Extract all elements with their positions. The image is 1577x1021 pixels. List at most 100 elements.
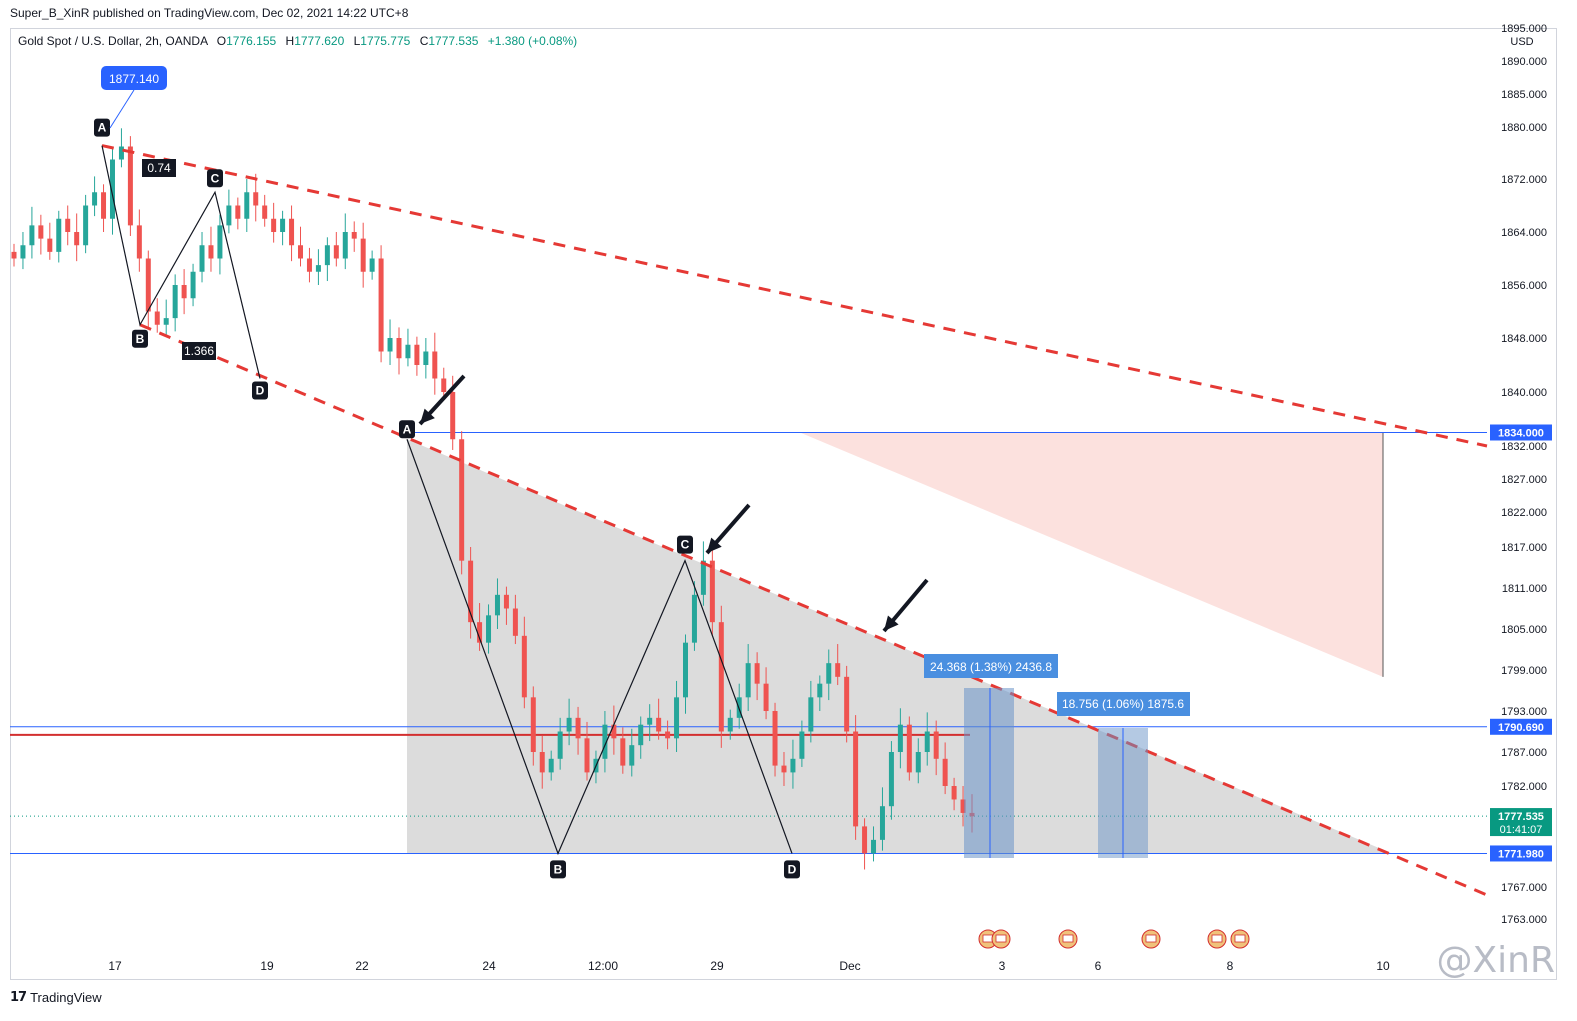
pattern1-point-b-bg [132, 329, 148, 348]
candle-body [808, 697, 814, 732]
candle-body [629, 745, 635, 766]
measure-label: 18.756 (1.06%) 1875.6 [1062, 697, 1184, 711]
price-axis-label: 1834.000 [1498, 428, 1544, 440]
candle-body [906, 724, 912, 773]
candle-body [781, 765, 787, 773]
tradingview-logo-icon: 𝟭𝟳 [10, 989, 27, 1004]
pattern2-point-b-bg [550, 860, 566, 879]
candle-body [29, 225, 35, 246]
symbol-name: Gold Spot / U.S. Dollar, 2h, OANDA [18, 34, 208, 48]
y-tick-label: 1864.000 [1501, 227, 1547, 239]
pattern2-point-d-bg [784, 860, 800, 879]
ratio-label-bg [182, 342, 216, 360]
us-flag-icon [1062, 934, 1074, 943]
candle-body [360, 238, 366, 272]
y-tick-label: 1890.000 [1501, 56, 1547, 68]
ratio-label: 1.366 [184, 344, 214, 358]
candle-body [665, 731, 671, 739]
pattern2-point-a: A [403, 422, 412, 436]
candle-body [11, 251, 17, 259]
ratio-label: 0.74 [147, 161, 171, 175]
pattern2-point-b: B [554, 862, 563, 876]
change-value: +1.380 (+0.08%) [487, 34, 578, 48]
publish-info: Super_B_XinR published on TradingView.co… [10, 6, 409, 20]
candle-body [83, 205, 89, 246]
price-axis-label-bg [1490, 845, 1552, 862]
pattern1-point-d-bg [252, 381, 268, 400]
pattern2-point-d: D [788, 862, 797, 876]
candle-body [333, 245, 339, 259]
candle-body [494, 594, 500, 616]
price-axis-label-bg [1490, 424, 1552, 441]
y-tick-label: 1793.000 [1501, 706, 1547, 718]
measure-label-bg [924, 654, 1058, 678]
pattern1-point-a-bg [94, 118, 110, 137]
target-zone [800, 432, 1383, 677]
candle-body [217, 225, 223, 259]
candle-body [862, 826, 868, 854]
candle-body [611, 724, 617, 739]
pattern2-point-c-bg [677, 535, 693, 554]
y-tick-label: 1767.000 [1501, 882, 1547, 894]
candle-body [154, 311, 160, 325]
candle-body [441, 378, 447, 392]
y-tick-label: 1880.000 [1501, 122, 1547, 134]
candle-body [915, 752, 921, 773]
candle-body [414, 344, 420, 365]
candle-body [280, 218, 286, 232]
candle-body [432, 351, 438, 379]
y-tick-label: 1799.000 [1501, 665, 1547, 677]
currency-label: USD [1510, 36, 1533, 48]
candle-body [127, 146, 133, 226]
us-flag-icon [995, 934, 1007, 943]
candle-body [378, 258, 384, 352]
candle-body [387, 338, 393, 352]
x-tick-label: 17 [108, 959, 122, 973]
candle-body [351, 232, 357, 239]
candle-body [826, 663, 832, 684]
countdown-label: 01:41:07 [1500, 824, 1543, 836]
candle-body [38, 225, 44, 239]
candle-body [262, 205, 268, 219]
candle-body [118, 146, 124, 160]
low-value: 1775.775 [360, 34, 411, 48]
x-tick-label: 3 [999, 959, 1006, 973]
candle-body [682, 642, 688, 698]
y-tick-label: 1895.000 [1501, 23, 1547, 35]
candle-body [199, 245, 205, 272]
candle-body [459, 439, 465, 561]
candle-body [503, 594, 509, 609]
candle-body [190, 271, 196, 299]
y-tick-label: 1817.000 [1501, 542, 1547, 554]
candle-body [960, 799, 966, 813]
candle-body [691, 594, 697, 643]
author-watermark: @XinR [1436, 940, 1556, 981]
symbol-legend: Gold Spot / U.S. Dollar, 2h, OANDA O1776… [18, 34, 578, 48]
price-axis-label: 1790.690 [1498, 722, 1544, 734]
candle-body [647, 717, 653, 725]
price-axis-label: 1771.980 [1498, 848, 1544, 860]
chart-frame [10, 28, 1557, 980]
pattern1-point-b: B [136, 332, 145, 346]
candle-body [924, 731, 930, 752]
candle-body [853, 731, 859, 827]
y-tick-label: 1811.000 [1502, 583, 1547, 595]
pattern2-point-a-bg [399, 420, 415, 439]
candle-body [163, 318, 169, 325]
candle-body [324, 245, 330, 266]
candle-body [468, 560, 474, 623]
candle-body [450, 392, 456, 440]
arrow-icon [707, 537, 722, 553]
measure-label-bg [1057, 692, 1190, 716]
ratio-label-bg [142, 159, 176, 177]
candle-body [897, 724, 903, 752]
candle-body [951, 786, 957, 800]
y-tick-label: 1840.000 [1501, 387, 1547, 399]
candle-body [172, 285, 178, 319]
candle-body [557, 731, 563, 759]
candle-body [745, 663, 751, 698]
candle-body [315, 265, 321, 272]
candle-body [271, 218, 277, 232]
candle-body [369, 258, 375, 272]
